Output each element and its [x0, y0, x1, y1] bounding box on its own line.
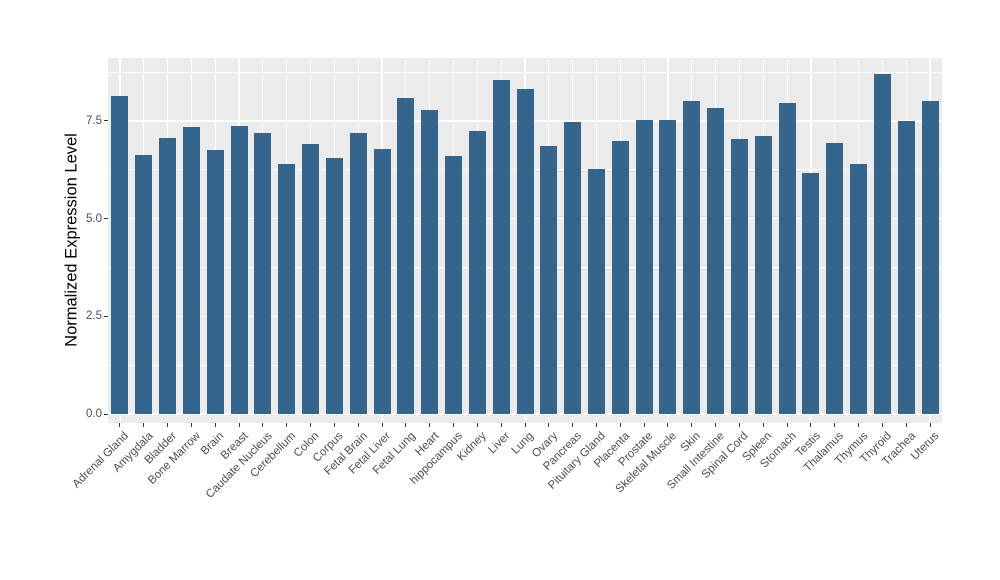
bar-breast	[230, 126, 248, 414]
bar-kidney	[468, 131, 486, 414]
x-tick-mark	[738, 423, 740, 427]
x-tick-mark	[595, 423, 597, 427]
x-tick-mark	[286, 423, 288, 427]
bar-pituitary-gland	[587, 169, 605, 414]
bar-skeletal-muscle	[659, 120, 677, 414]
y-tick-mark	[104, 413, 108, 415]
x-tick-mark	[810, 423, 812, 427]
bar-fetal-brain	[349, 133, 367, 414]
bar-caudate-nucleus	[254, 133, 272, 414]
bar-pancreas	[564, 121, 582, 414]
x-tick-mark	[429, 423, 431, 427]
plot-panel	[108, 58, 942, 423]
bar-thymus	[850, 164, 868, 414]
x-tick-mark	[381, 423, 383, 427]
x-tick-mark	[476, 423, 478, 427]
y-tick-mark	[104, 120, 108, 122]
x-tick-mark	[214, 423, 216, 427]
bar-liver	[492, 80, 510, 414]
bar-spinal-cord	[730, 139, 748, 414]
x-tick-label: Liver	[486, 430, 513, 457]
bar-uterus	[921, 101, 939, 414]
y-tick-label: 5.0	[86, 212, 102, 225]
bar-adrenal-gland	[111, 96, 129, 414]
bar-spleen	[754, 136, 772, 414]
x-tick-mark	[667, 423, 669, 427]
bar-trachea	[897, 121, 915, 414]
x-tick-mark	[262, 423, 264, 427]
x-tick-mark	[643, 423, 645, 427]
x-tick-mark	[834, 423, 836, 427]
y-axis-title: Normalized Expression Level	[62, 133, 81, 347]
bar-brain	[206, 149, 224, 414]
x-tick-mark	[405, 423, 407, 427]
bar-amygdala	[135, 155, 153, 414]
x-tick-mark	[619, 423, 621, 427]
x-tick-mark	[881, 423, 883, 427]
x-tick-mark	[572, 423, 574, 427]
bar-bladder	[159, 138, 177, 414]
x-tick-mark	[929, 423, 931, 427]
y-tick-label: 0.0	[86, 408, 102, 420]
x-tick-mark	[190, 423, 192, 427]
bar-thalamus	[826, 142, 844, 414]
bar-colon	[302, 144, 320, 414]
bar-placenta	[611, 140, 629, 414]
bar-small-intestine	[707, 108, 725, 414]
x-tick-mark	[119, 423, 121, 427]
x-tick-mark	[524, 423, 526, 427]
x-tick-mark	[310, 423, 312, 427]
bar-fetal-lung	[397, 97, 415, 414]
x-tick-mark	[357, 423, 359, 427]
bar-prostate	[635, 120, 653, 414]
x-tick-mark	[167, 423, 169, 427]
bar-stomach	[778, 103, 796, 414]
x-tick-mark	[762, 423, 764, 427]
bar-corpus	[325, 157, 343, 414]
x-tick-mark	[858, 423, 860, 427]
bar-heart	[421, 110, 439, 414]
x-tick-mark	[691, 423, 693, 427]
bar-ovary	[540, 146, 558, 414]
x-tick-mark	[500, 423, 502, 427]
bar-thyroid	[873, 74, 891, 414]
x-tick-mark	[333, 423, 335, 427]
x-tick-mark	[715, 423, 717, 427]
bar-lung	[516, 88, 534, 414]
y-tick-mark	[104, 315, 108, 317]
bar-cerebellum	[278, 163, 296, 414]
bar-skin	[683, 101, 701, 414]
y-tick-label: 7.5	[86, 114, 102, 127]
x-tick-mark	[548, 423, 550, 427]
bar-testis	[802, 173, 820, 414]
x-tick-mark	[453, 423, 454, 427]
bar-hippocampus	[445, 156, 462, 414]
x-tick-mark	[143, 423, 145, 427]
bar-bone-marrow	[182, 127, 200, 414]
x-tick-mark	[786, 423, 788, 427]
bar-fetal-liver	[373, 149, 391, 414]
y-tick-mark	[104, 218, 108, 220]
y-tick-label: 2.5	[86, 310, 102, 323]
x-tick-mark	[238, 423, 240, 427]
x-tick-mark	[905, 423, 907, 427]
